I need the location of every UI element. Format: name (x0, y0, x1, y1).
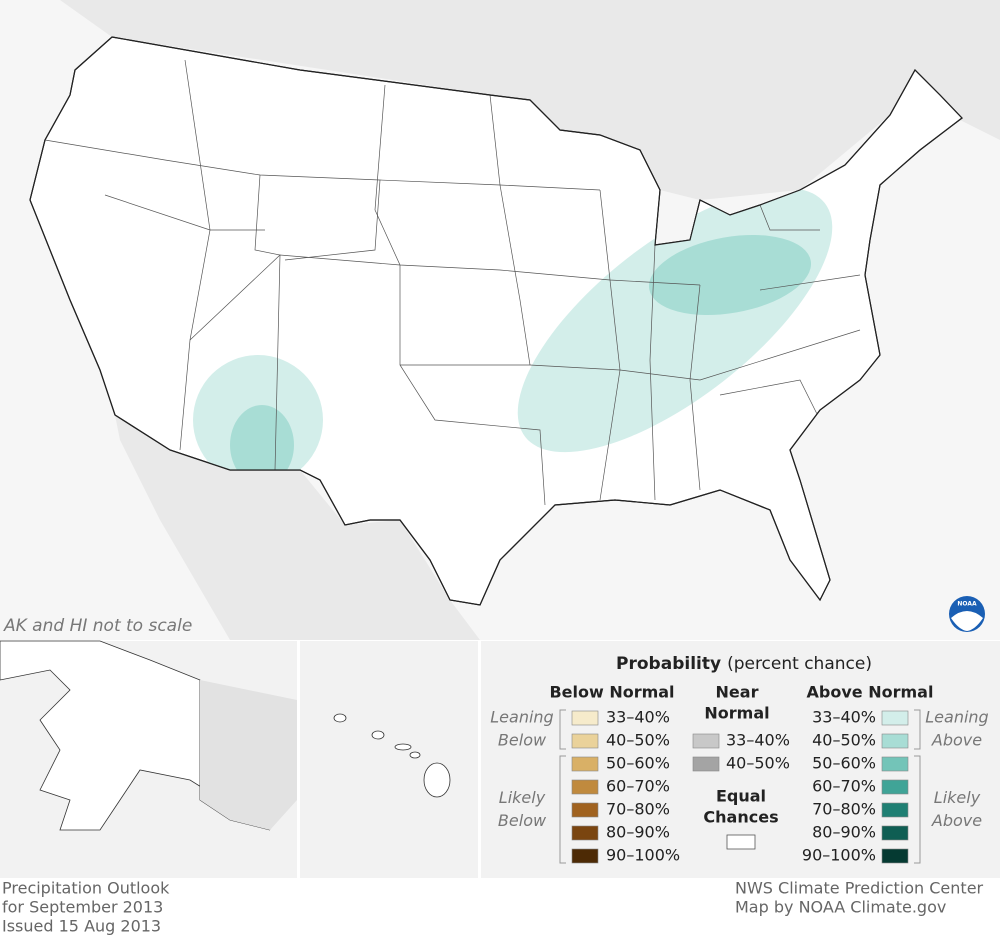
hawaii-panel (300, 641, 478, 878)
conus (29, 36, 963, 606)
entry-label: 80–90% (606, 823, 670, 842)
bracket (914, 709, 921, 750)
bracket (559, 755, 566, 864)
near-heading: Normal (704, 704, 769, 723)
entry-label: 40–50% (606, 731, 670, 750)
group-label: Above (931, 731, 982, 750)
entry-label: 60–70% (606, 777, 670, 796)
below-heading: Below Normal (549, 683, 674, 702)
swatch (881, 825, 909, 841)
group-label: Likely (499, 788, 546, 807)
swatch (726, 834, 756, 850)
legend-title: Probability (percent chance) (616, 654, 872, 674)
entry-label: 40–50% (812, 731, 876, 750)
equal-heading: Chances (703, 808, 778, 827)
entry-label: 70–80% (606, 800, 670, 819)
group-label: Leaning (490, 708, 553, 727)
legend-title-main: Probability (616, 654, 721, 674)
entry-label: 33–40% (606, 708, 670, 727)
swatch (571, 756, 599, 772)
swatch (692, 756, 720, 772)
entry-label: 70–80% (812, 800, 876, 819)
entry-label: 50–60% (606, 754, 670, 773)
yukon (200, 680, 297, 830)
swatch (571, 733, 599, 749)
legend: Probability (percent chance) Below Normal 3… (490, 654, 988, 865)
group-label: Leaning (925, 708, 988, 727)
near-heading: Near (716, 683, 759, 702)
entry-label: 33–40% (726, 731, 790, 750)
bracket (559, 709, 566, 750)
swatch (571, 710, 599, 726)
footer-right: NWS Climate Prediction Center (735, 879, 984, 898)
outlook-areas (44, 59, 861, 506)
swatch (692, 733, 720, 749)
entry-label: 60–70% (812, 777, 876, 796)
footer (0, 878, 1000, 938)
above-heading: Above Normal (807, 683, 934, 702)
entry-label: 90–100% (606, 846, 680, 865)
above-area (648, 234, 812, 316)
swatch (881, 733, 909, 749)
footer-left: for September 2013 (2, 898, 163, 917)
state-lines (44, 59, 861, 506)
footer-right: Map by NOAA Climate.gov (735, 898, 946, 917)
group-label: Below (498, 731, 547, 750)
swatch (571, 848, 599, 864)
entry-label: 40–50% (726, 754, 790, 773)
above-area (230, 405, 294, 485)
map-note: AK and HI not to scale (3, 616, 192, 636)
entry-label: 50–60% (812, 754, 876, 773)
swatch (571, 825, 599, 841)
swatch (881, 756, 909, 772)
legend-title-sub: (percent chance) (727, 654, 872, 674)
equal-heading: Equal (716, 787, 766, 806)
group-label: Above (931, 811, 982, 830)
noaa-logo: NOAA (949, 596, 985, 632)
mexico (115, 415, 480, 640)
swatch (881, 802, 909, 818)
group-label: Below (498, 811, 547, 830)
swatch (881, 779, 909, 795)
footer-left: Precipitation Outlook (2, 879, 170, 898)
entry-label: 80–90% (812, 823, 876, 842)
footer-left: Issued 15 Aug 2013 (2, 917, 161, 936)
swatch (881, 848, 909, 864)
bracket (914, 755, 921, 864)
group-label: Likely (934, 788, 981, 807)
swatch (881, 710, 909, 726)
swatch (571, 779, 599, 795)
entry-label: 33–40% (812, 708, 876, 727)
svg-text:NOAA: NOAA (957, 601, 977, 608)
entry-label: 90–100% (802, 846, 876, 865)
hawaii (333, 713, 451, 798)
swatch (571, 802, 599, 818)
